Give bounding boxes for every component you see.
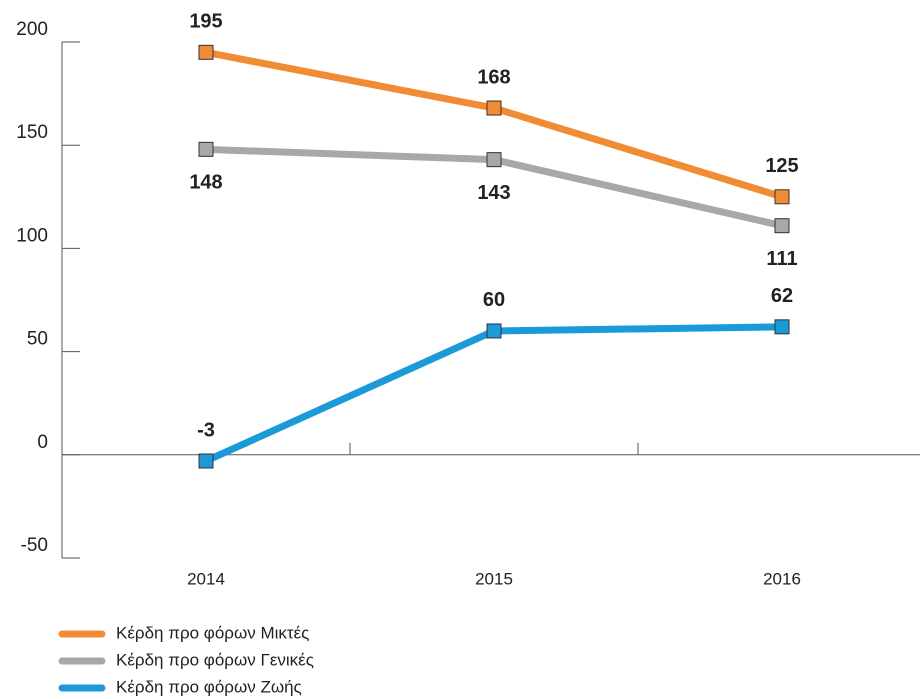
legend-label: Κέρδη προ φόρων Γενικές (116, 650, 314, 669)
marker (198, 453, 214, 469)
legend-label: Κέρδη προ φόρων Μικτές (116, 623, 309, 642)
y-tick-label: 50 (27, 329, 48, 350)
data-label: 125 (765, 155, 798, 177)
data-label: 143 (477, 182, 510, 204)
marker (486, 152, 502, 168)
data-label: 195 (189, 11, 222, 33)
marker (774, 218, 790, 234)
data-label: 168 (477, 66, 510, 88)
marker (486, 323, 502, 339)
marker (198, 44, 214, 60)
y-tick-label: 100 (16, 225, 48, 246)
y-tick-label: 200 (16, 19, 48, 40)
data-label: 111 (766, 248, 797, 270)
data-label: 148 (189, 172, 222, 194)
marker (486, 100, 502, 116)
data-label: 62 (771, 285, 793, 307)
y-tick-label: 150 (16, 122, 48, 143)
series-line (204, 323, 783, 465)
marker (198, 141, 214, 157)
x-tick-label: 2015 (475, 569, 513, 588)
y-tick-label: 0 (37, 432, 48, 453)
marker (774, 189, 790, 205)
data-label: 60 (483, 289, 505, 311)
data-label: -3 (197, 419, 215, 441)
marker (774, 319, 790, 335)
y-tick-label: -50 (21, 535, 48, 556)
x-tick-label: 2016 (763, 569, 801, 588)
x-tick-label: 2014 (187, 569, 225, 588)
legend-label: Κέρδη προ φόρων Ζωής (116, 677, 302, 696)
